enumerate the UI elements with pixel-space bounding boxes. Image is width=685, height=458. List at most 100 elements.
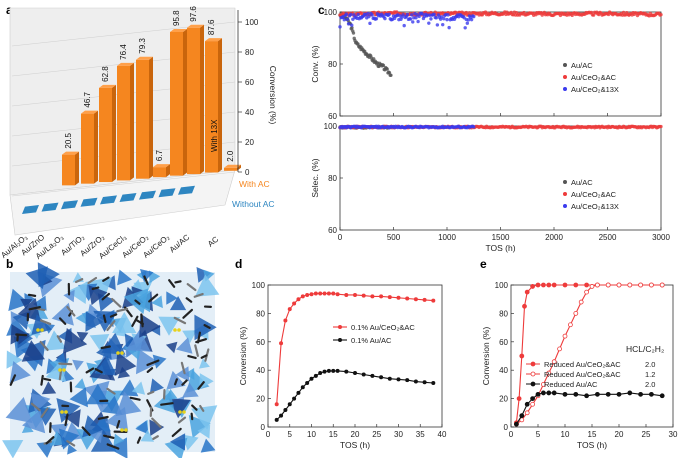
x-tick-label: 15 — [588, 430, 597, 439]
linker-stick — [200, 354, 208, 359]
series-point — [350, 26, 354, 30]
tetrahedron-shape — [125, 329, 151, 352]
series-point — [530, 401, 535, 407]
series-point — [638, 282, 643, 288]
linker-stick — [180, 361, 186, 375]
linker-stick — [39, 340, 49, 352]
chart-a-ytick-label: 40 — [245, 108, 254, 117]
series-point — [627, 282, 633, 288]
series-point — [541, 282, 546, 288]
tetrahedron-shape — [56, 398, 81, 423]
linker-stick — [28, 306, 41, 311]
chart-c-top-conversion: 60 80 100 Conv. (%) Au/AC Au/CeO₂&AC Au/CeO₂&1… — [310, 8, 663, 121]
tetrahedron-shape — [36, 407, 57, 426]
series-point — [562, 333, 568, 339]
tetrahedron-shape — [131, 381, 146, 395]
bar-with-ac-side — [75, 151, 79, 186]
series-point — [409, 13, 414, 17]
linker-stick — [185, 297, 193, 303]
gold-atom — [64, 410, 68, 414]
linker-stick — [9, 374, 17, 386]
linker-stick — [190, 412, 194, 421]
linker-stick — [101, 292, 111, 301]
series-point — [659, 12, 663, 17]
bar-value-label: 79.3 — [138, 38, 147, 54]
bar-with-ac-side — [218, 38, 222, 173]
chart-a-ytick-label: 20 — [245, 138, 254, 147]
x-tick-label: 10 — [561, 430, 570, 439]
series-point — [305, 380, 310, 385]
series-point — [464, 10, 468, 15]
tetrahedron-shape — [72, 359, 84, 371]
bar-with-ac-side — [149, 56, 153, 179]
bar-without-ac — [80, 197, 98, 207]
y-tick-label: 60 — [328, 112, 337, 121]
x-tick-label: 35 — [416, 430, 425, 439]
tetrahedron-shape — [114, 352, 137, 376]
series-point — [361, 372, 366, 377]
tetrahedron-shape — [22, 409, 46, 434]
series-point — [465, 21, 470, 25]
tetrahedron-shape — [165, 341, 178, 354]
series-point — [659, 124, 663, 129]
tetrahedron-shape — [20, 298, 33, 310]
linker-stick — [160, 402, 174, 406]
linker-stick — [116, 307, 129, 313]
series-point — [279, 341, 284, 346]
legend-label: Reduced Au/AC — [544, 380, 598, 389]
series-point — [431, 298, 436, 303]
series-point — [345, 17, 350, 21]
series-point — [274, 417, 279, 422]
series-point — [351, 31, 356, 35]
legend-label: 0.1% Au/CeO₂&AC — [351, 323, 415, 332]
y-tick-label: 100 — [324, 122, 338, 131]
bar-with-ac-top — [62, 151, 79, 155]
tetrahedron-shape — [55, 352, 67, 364]
bar-value-label: 46.7 — [83, 91, 92, 107]
y-tick-label: 80 — [328, 60, 337, 69]
bar-with-ac-top — [205, 38, 222, 42]
series-point — [595, 391, 600, 397]
tetrahedron-shape — [50, 423, 69, 441]
tetrahedron-shape — [168, 398, 191, 419]
legend-ratio: 2.0 — [645, 380, 655, 389]
legend-marker — [338, 325, 342, 329]
tetrahedron-shape — [149, 419, 165, 436]
tetrahedron-shape — [117, 269, 132, 286]
series-point — [322, 369, 327, 374]
y-axis-label: Conversion (%) — [238, 327, 248, 386]
y-tick-label: 60 — [499, 338, 508, 347]
legend-marker — [530, 371, 536, 377]
chart-a-y-axis: 0 20 40 60 80 100 — [237, 10, 259, 177]
chart-a-without-ac-tiles — [22, 185, 195, 214]
tetrahedron-shape — [175, 366, 190, 382]
gold-atom — [120, 428, 124, 432]
tetrahedron-shape — [101, 332, 126, 355]
tetrahedron-shape — [62, 328, 88, 354]
series-point — [405, 12, 410, 17]
tetrahedron-shape — [135, 420, 149, 435]
tetrahedron-shape — [182, 382, 199, 398]
tetrahedron-shape — [140, 429, 155, 442]
series-point — [595, 282, 600, 288]
y-tick-label: 20 — [256, 395, 265, 404]
chart-a-floor — [9, 169, 236, 236]
legend-marker — [530, 381, 536, 387]
linker-stick — [182, 308, 194, 319]
bar-value-label: 20.5 — [64, 132, 73, 148]
bar-with-ac-top — [136, 56, 153, 60]
series-point — [519, 353, 525, 359]
linker-stick — [186, 283, 197, 292]
series-point — [469, 17, 474, 22]
linker-stick — [111, 297, 122, 308]
linker-stick — [43, 377, 52, 382]
series-point — [283, 318, 288, 323]
bar-with-ac — [224, 167, 237, 171]
tetrahedron-shape — [75, 310, 89, 326]
tetrahedron-shape — [117, 366, 131, 379]
y-tick-label: 80 — [328, 174, 337, 183]
linker-stick — [100, 345, 111, 350]
bar-with-ac-side — [183, 28, 187, 176]
legend-marker — [563, 87, 567, 91]
